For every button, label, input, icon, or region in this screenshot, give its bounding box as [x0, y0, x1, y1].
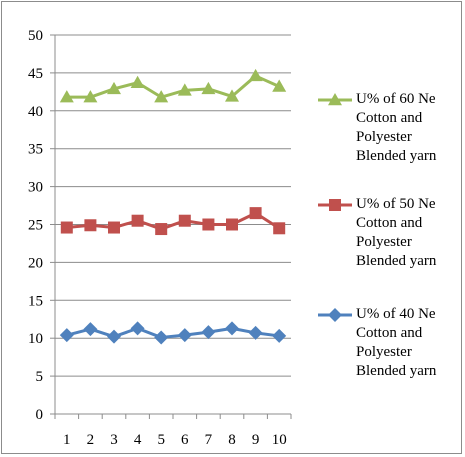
x-axis-tick-label: 1	[63, 432, 71, 448]
x-axis-tick-labels: 1 2 3 4 5 6 7 8 9 10	[63, 432, 287, 448]
data-point	[154, 90, 169, 103]
data-point	[249, 207, 262, 220]
legend-marker	[318, 308, 352, 322]
data-point	[107, 81, 121, 95]
data-point	[131, 214, 144, 227]
legend-symbol	[328, 308, 342, 322]
data-point	[248, 68, 263, 82]
legend-label: U% of 60 Ne Cotton and Polyester Blended ya…	[356, 90, 465, 166]
legend-label-line: Cotton and	[356, 110, 423, 126]
data-point	[248, 325, 263, 340]
x-axis-tick-label: 8	[228, 432, 236, 448]
data-point	[225, 89, 239, 102]
y-axis-tick-label: 30	[28, 180, 43, 196]
data-point	[226, 218, 238, 231]
y-axis-tick-label: 10	[28, 331, 43, 347]
data-point	[60, 221, 73, 234]
legend-label: U% of 40 Ne Cotton and Polyester Blended ya…	[356, 305, 465, 381]
legend-label-line: U% of 60 Ne	[356, 91, 436, 107]
series-1	[60, 207, 286, 236]
data-point	[201, 81, 216, 95]
y-axis-tick-label: 15	[28, 293, 43, 309]
series-2	[59, 321, 287, 345]
data-point	[130, 75, 145, 89]
data-point	[202, 218, 215, 231]
legend-marker	[318, 199, 352, 211]
data-point	[84, 219, 97, 232]
data-point	[272, 79, 287, 92]
data-point	[83, 90, 98, 103]
legend-symbol	[329, 199, 341, 211]
x-axis-tick-label: 3	[110, 432, 118, 448]
legend-label-line: Blended yarn	[356, 148, 437, 164]
legend-label-line: Cotton and	[356, 215, 423, 231]
x-axis-tick-label: 4	[134, 432, 142, 448]
x-axis-tick-label: 9	[252, 432, 260, 448]
series-line	[66, 74, 280, 99]
series-0	[59, 68, 287, 103]
legend-label-line: Blended yarn	[356, 253, 437, 269]
x-axis-tick-label: 7	[205, 432, 213, 448]
y-axis-tick-label: 40	[28, 104, 43, 120]
y-axis-tick-labels: 0 5 10 15 20 25 30 35 40 45 50	[28, 28, 43, 423]
y-axis-tick-label: 45	[28, 66, 43, 82]
data-point	[225, 321, 239, 336]
data-point	[108, 221, 120, 234]
legend-label: U% of 50 Ne Cotton and Polyester Blended ya…	[356, 195, 465, 271]
x-axis-tick-label: 2	[87, 432, 95, 448]
legend-marker	[318, 93, 352, 106]
data-point	[83, 322, 98, 337]
data-point	[177, 83, 192, 96]
data-point	[59, 328, 74, 343]
legend-symbol	[328, 93, 342, 106]
data-point	[177, 328, 192, 343]
y-axis-tick-label: 50	[28, 28, 43, 44]
legend-label-line: Polyester	[356, 234, 412, 250]
series-group	[59, 68, 287, 345]
data-point	[155, 223, 168, 236]
legend-label-line: Blended yarn	[356, 363, 437, 379]
data-point	[272, 328, 287, 343]
data-point	[130, 321, 145, 336]
legend-label-line: U% of 50 Ne	[356, 196, 436, 212]
legend-label-line: U% of 40 Ne	[356, 306, 436, 322]
y-axis-tick-label: 20	[28, 255, 43, 271]
data-point	[201, 325, 216, 340]
data-point	[273, 222, 286, 235]
data-point	[154, 330, 169, 345]
axes	[50, 34, 292, 419]
y-axis-tick-label: 25	[28, 218, 43, 234]
data-point	[107, 329, 121, 344]
series-line	[66, 211, 281, 231]
x-axis-tick-label: 6	[181, 432, 189, 448]
legend-label-line: Cotton and	[356, 325, 423, 341]
y-axis-tick-label: 5	[36, 369, 44, 385]
series-line	[66, 326, 280, 339]
y-axis-tick-label: 35	[28, 142, 43, 158]
data-point	[59, 90, 74, 103]
legend-label-line: Polyester	[356, 129, 412, 145]
data-point	[178, 214, 191, 227]
x-axis-tick-label: 5	[157, 432, 165, 448]
legend-label-line: Polyester	[356, 344, 412, 360]
y-axis-tick-label: 0	[36, 407, 44, 423]
x-axis-tick-label: 10	[272, 432, 287, 448]
